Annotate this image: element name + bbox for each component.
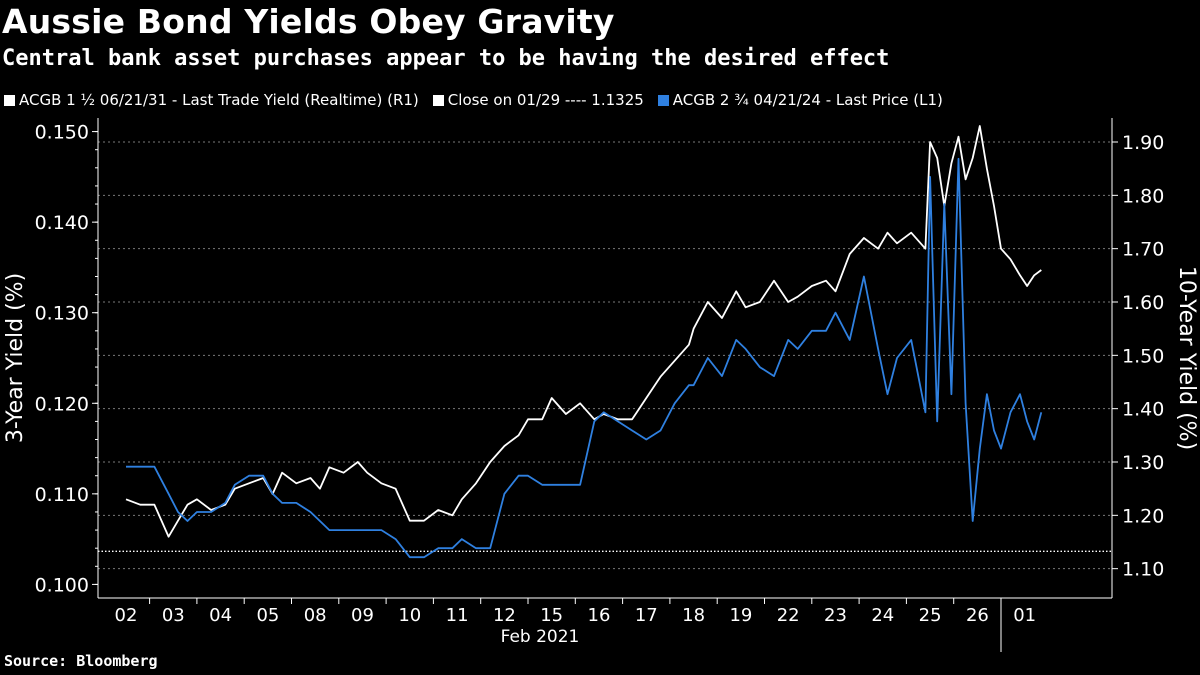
tick-label-left-1: 0.110 — [35, 484, 89, 506]
legend-swatch-3y — [657, 94, 669, 106]
tick-labels: 1.10 1.20 1.30 1.40 1.50 1.60 1.70 1.80 1.90 0.10… — [35, 122, 1165, 626]
x-tick-label-05: 05 — [256, 605, 279, 626]
tick-label-right-8: 1.90 — [1122, 132, 1164, 154]
x-tick-label-11: 11 — [446, 605, 469, 626]
left-axis-label: 3-Year Yield (%) — [3, 273, 28, 443]
x-tick-label-19: 19 — [729, 605, 752, 626]
x-tick-label-18: 18 — [682, 605, 705, 626]
x-tick-label-04: 04 — [209, 605, 232, 626]
right-axis-label: 10-Year Yield (%) — [1174, 266, 1199, 450]
legend-item-3y[interactable]: ACGB 2 ¾ 04/21/24 - Last Price (L1) — [657, 91, 943, 109]
x-tick-label-15: 15 — [540, 605, 563, 626]
legend-item-close[interactable]: Close on 01/29 ---- 1.1325 — [432, 91, 644, 109]
tick-label-right-6: 1.70 — [1122, 239, 1164, 261]
legend-swatch-close — [432, 94, 444, 106]
tick-label-right-3: 1.40 — [1122, 399, 1164, 421]
x-tick-label-16: 16 — [588, 605, 611, 626]
x-tick-label-25: 25 — [919, 605, 942, 626]
x-tick-label-03: 03 — [162, 605, 185, 626]
tick-label-right-0: 1.10 — [1122, 559, 1164, 581]
tick-label-right-1: 1.20 — [1122, 505, 1164, 527]
x-tick-label-08: 08 — [304, 605, 327, 626]
legend-swatch-10y — [4, 94, 15, 106]
x-tick-label-12: 12 — [493, 605, 516, 626]
series-line-10y — [125, 125, 1042, 538]
x-tick-label-26: 26 — [966, 605, 989, 626]
tick-label-right-7: 1.80 — [1122, 185, 1164, 207]
chart-subtitle: Central bank asset purchases appear to b… — [2, 46, 890, 71]
tick-label-right-4: 1.50 — [1122, 345, 1164, 367]
axes — [92, 118, 1118, 652]
x-tick-label-02: 02 — [115, 605, 138, 626]
legend-label-10y: ACGB 1 ½ 06/21/31 - Last Trade Yield (Re… — [19, 91, 419, 109]
tick-label-right-2: 1.30 — [1122, 452, 1164, 474]
tick-label-left-0: 0.100 — [35, 574, 89, 596]
tick-label-left-2: 0.120 — [35, 393, 89, 415]
legend-label-3y: ACGB 2 ¾ 04/21/24 - Last Price (L1) — [672, 91, 943, 109]
x-tick-label-10: 10 — [398, 605, 421, 626]
tick-label-left-4: 0.140 — [35, 212, 89, 234]
legend-label-close: Close on 01/29 ---- 1.1325 — [447, 91, 644, 109]
x-tick-label-09: 09 — [351, 605, 374, 626]
x-tick-label-23: 23 — [824, 605, 847, 626]
x-tick-label-17: 17 — [635, 605, 658, 626]
legend-item-10y[interactable]: ACGB 1 ½ 06/21/31 - Last Trade Yield (Re… — [4, 91, 419, 109]
x-axis-label: Feb 2021 — [501, 627, 580, 647]
series-lines — [125, 125, 1043, 559]
tick-label-left-5: 0.150 — [35, 122, 89, 144]
tick-label-right-5: 1.60 — [1122, 292, 1164, 314]
x-tick-label-22: 22 — [777, 605, 800, 626]
x-tick-label-01: 01 — [1013, 605, 1036, 626]
source-note: Source: Bloomberg — [4, 652, 158, 670]
series-line-3y — [126, 157, 1043, 559]
tick-label-left-3: 0.130 — [35, 303, 89, 325]
x-tick-label-24: 24 — [871, 605, 894, 626]
legend: ACGB 1 ½ 06/21/31 - Last Trade Yield (Re… — [4, 91, 957, 109]
chart-title: Aussie Bond Yields Obey Gravity — [2, 2, 615, 41]
